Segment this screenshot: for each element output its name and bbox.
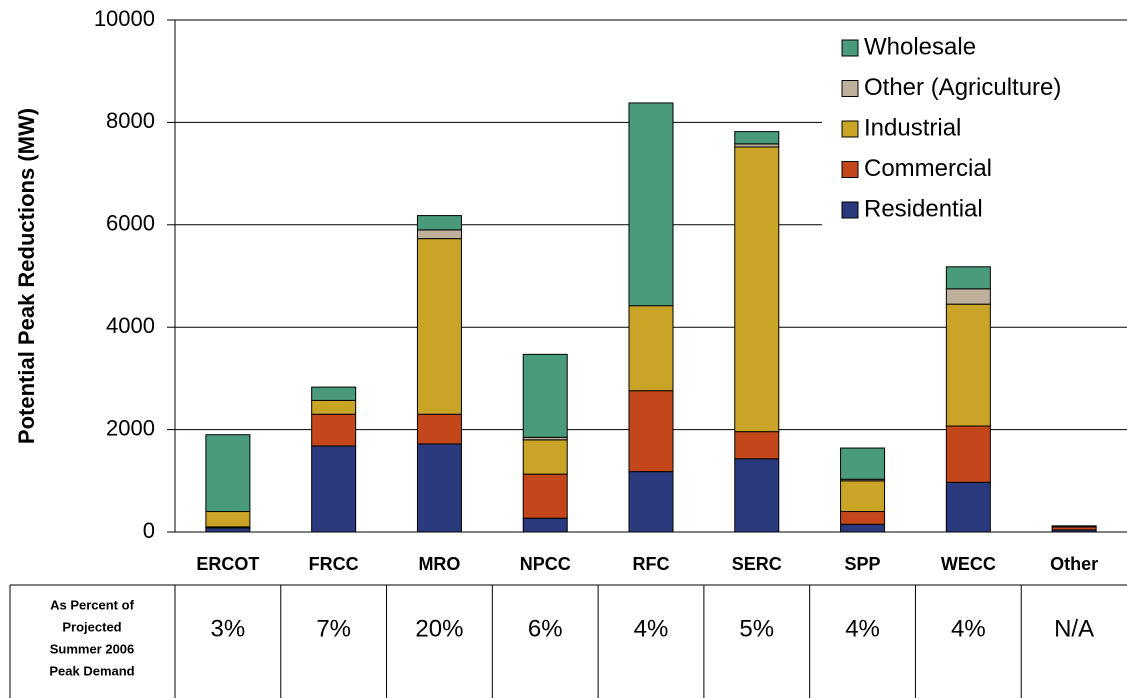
- legend-swatch: [841, 201, 859, 219]
- y-tick-label: 2000: [106, 415, 155, 440]
- bar-segment: [311, 413, 357, 447]
- bar-segment: [205, 527, 251, 533]
- x-tick-label: Other: [1050, 554, 1098, 574]
- bar-segment: [416, 443, 462, 533]
- y-tick-label: 0: [143, 518, 155, 543]
- table-cell: N/A: [1054, 615, 1094, 642]
- legend-label: Other (Agriculture): [864, 74, 1061, 101]
- bar-segment: [945, 303, 991, 427]
- bar-segment: [416, 229, 462, 240]
- bar-segment: [628, 390, 674, 473]
- bar-segment: [416, 413, 462, 445]
- bar-segment: [522, 353, 568, 438]
- x-tick-label: NPCC: [520, 554, 571, 574]
- legend-swatch: [841, 80, 859, 97]
- table-row-label: Projected: [62, 619, 121, 634]
- y-tick-label: 4000: [106, 313, 155, 338]
- bar-segment: [205, 434, 251, 513]
- bar-segment: [840, 523, 886, 533]
- table-cell: 4%: [951, 615, 986, 642]
- bar-segment: [311, 399, 357, 415]
- x-tick-label: FRCC: [309, 554, 359, 574]
- bar-segment: [416, 215, 462, 231]
- table-row-label: Peak Demand: [49, 663, 134, 678]
- y-axis-label: Potential Peak Reductions (MW): [14, 108, 39, 444]
- y-tick-label: 10000: [94, 6, 155, 31]
- table-cell: 3%: [211, 615, 246, 642]
- bar-segment: [628, 102, 674, 307]
- bar-segment: [522, 473, 568, 519]
- table-row-label: As Percent of: [50, 597, 134, 612]
- legend-swatch: [841, 39, 859, 57]
- table-cell: 5%: [739, 615, 774, 642]
- bar-segment: [522, 517, 568, 533]
- bar-segment: [734, 431, 780, 460]
- bar-segment: [840, 480, 886, 513]
- bar-segment: [628, 305, 674, 392]
- table-row-label: Summer 2006: [50, 641, 135, 656]
- bar-segment: [840, 511, 886, 525]
- legend-label: Commercial: [864, 155, 992, 182]
- table-cell: 4%: [634, 615, 669, 642]
- bar-segment: [734, 458, 780, 533]
- x-tick-label: ERCOT: [196, 554, 259, 574]
- bar-segment: [840, 447, 886, 480]
- legend-swatch: [841, 120, 859, 138]
- legend-box: [822, 30, 1127, 235]
- table-cell: 7%: [316, 615, 351, 642]
- bar-segment: [416, 238, 462, 415]
- bar-segment: [311, 386, 357, 401]
- bar-segment: [734, 131, 780, 145]
- bar-segment: [628, 471, 674, 533]
- x-tick-label: RFC: [633, 554, 670, 574]
- table-cell: 20%: [415, 615, 463, 642]
- x-tick-label: MRO: [418, 554, 460, 574]
- bar-segment: [311, 445, 357, 533]
- bar-segment: [945, 481, 991, 533]
- bar-segment: [734, 146, 780, 433]
- x-tick-label: SPP: [845, 554, 881, 574]
- table-cell: 4%: [845, 615, 880, 642]
- table-cell: 6%: [528, 615, 563, 642]
- bar-segment: [945, 288, 991, 305]
- bar-segment: [1051, 525, 1097, 528]
- x-tick-label: SERC: [732, 554, 782, 574]
- bar-segment: [945, 266, 991, 290]
- legend-label: Industrial: [864, 114, 961, 141]
- legend-label: Wholesale: [864, 33, 976, 60]
- bar-segment: [522, 439, 568, 475]
- x-tick-label: WECC: [941, 554, 996, 574]
- y-tick-label: 6000: [106, 211, 155, 236]
- legend-label: Residential: [864, 195, 983, 222]
- bar-segment: [945, 425, 991, 483]
- legend-swatch: [841, 161, 859, 178]
- y-tick-label: 8000: [106, 108, 155, 133]
- bar-segment: [205, 511, 251, 528]
